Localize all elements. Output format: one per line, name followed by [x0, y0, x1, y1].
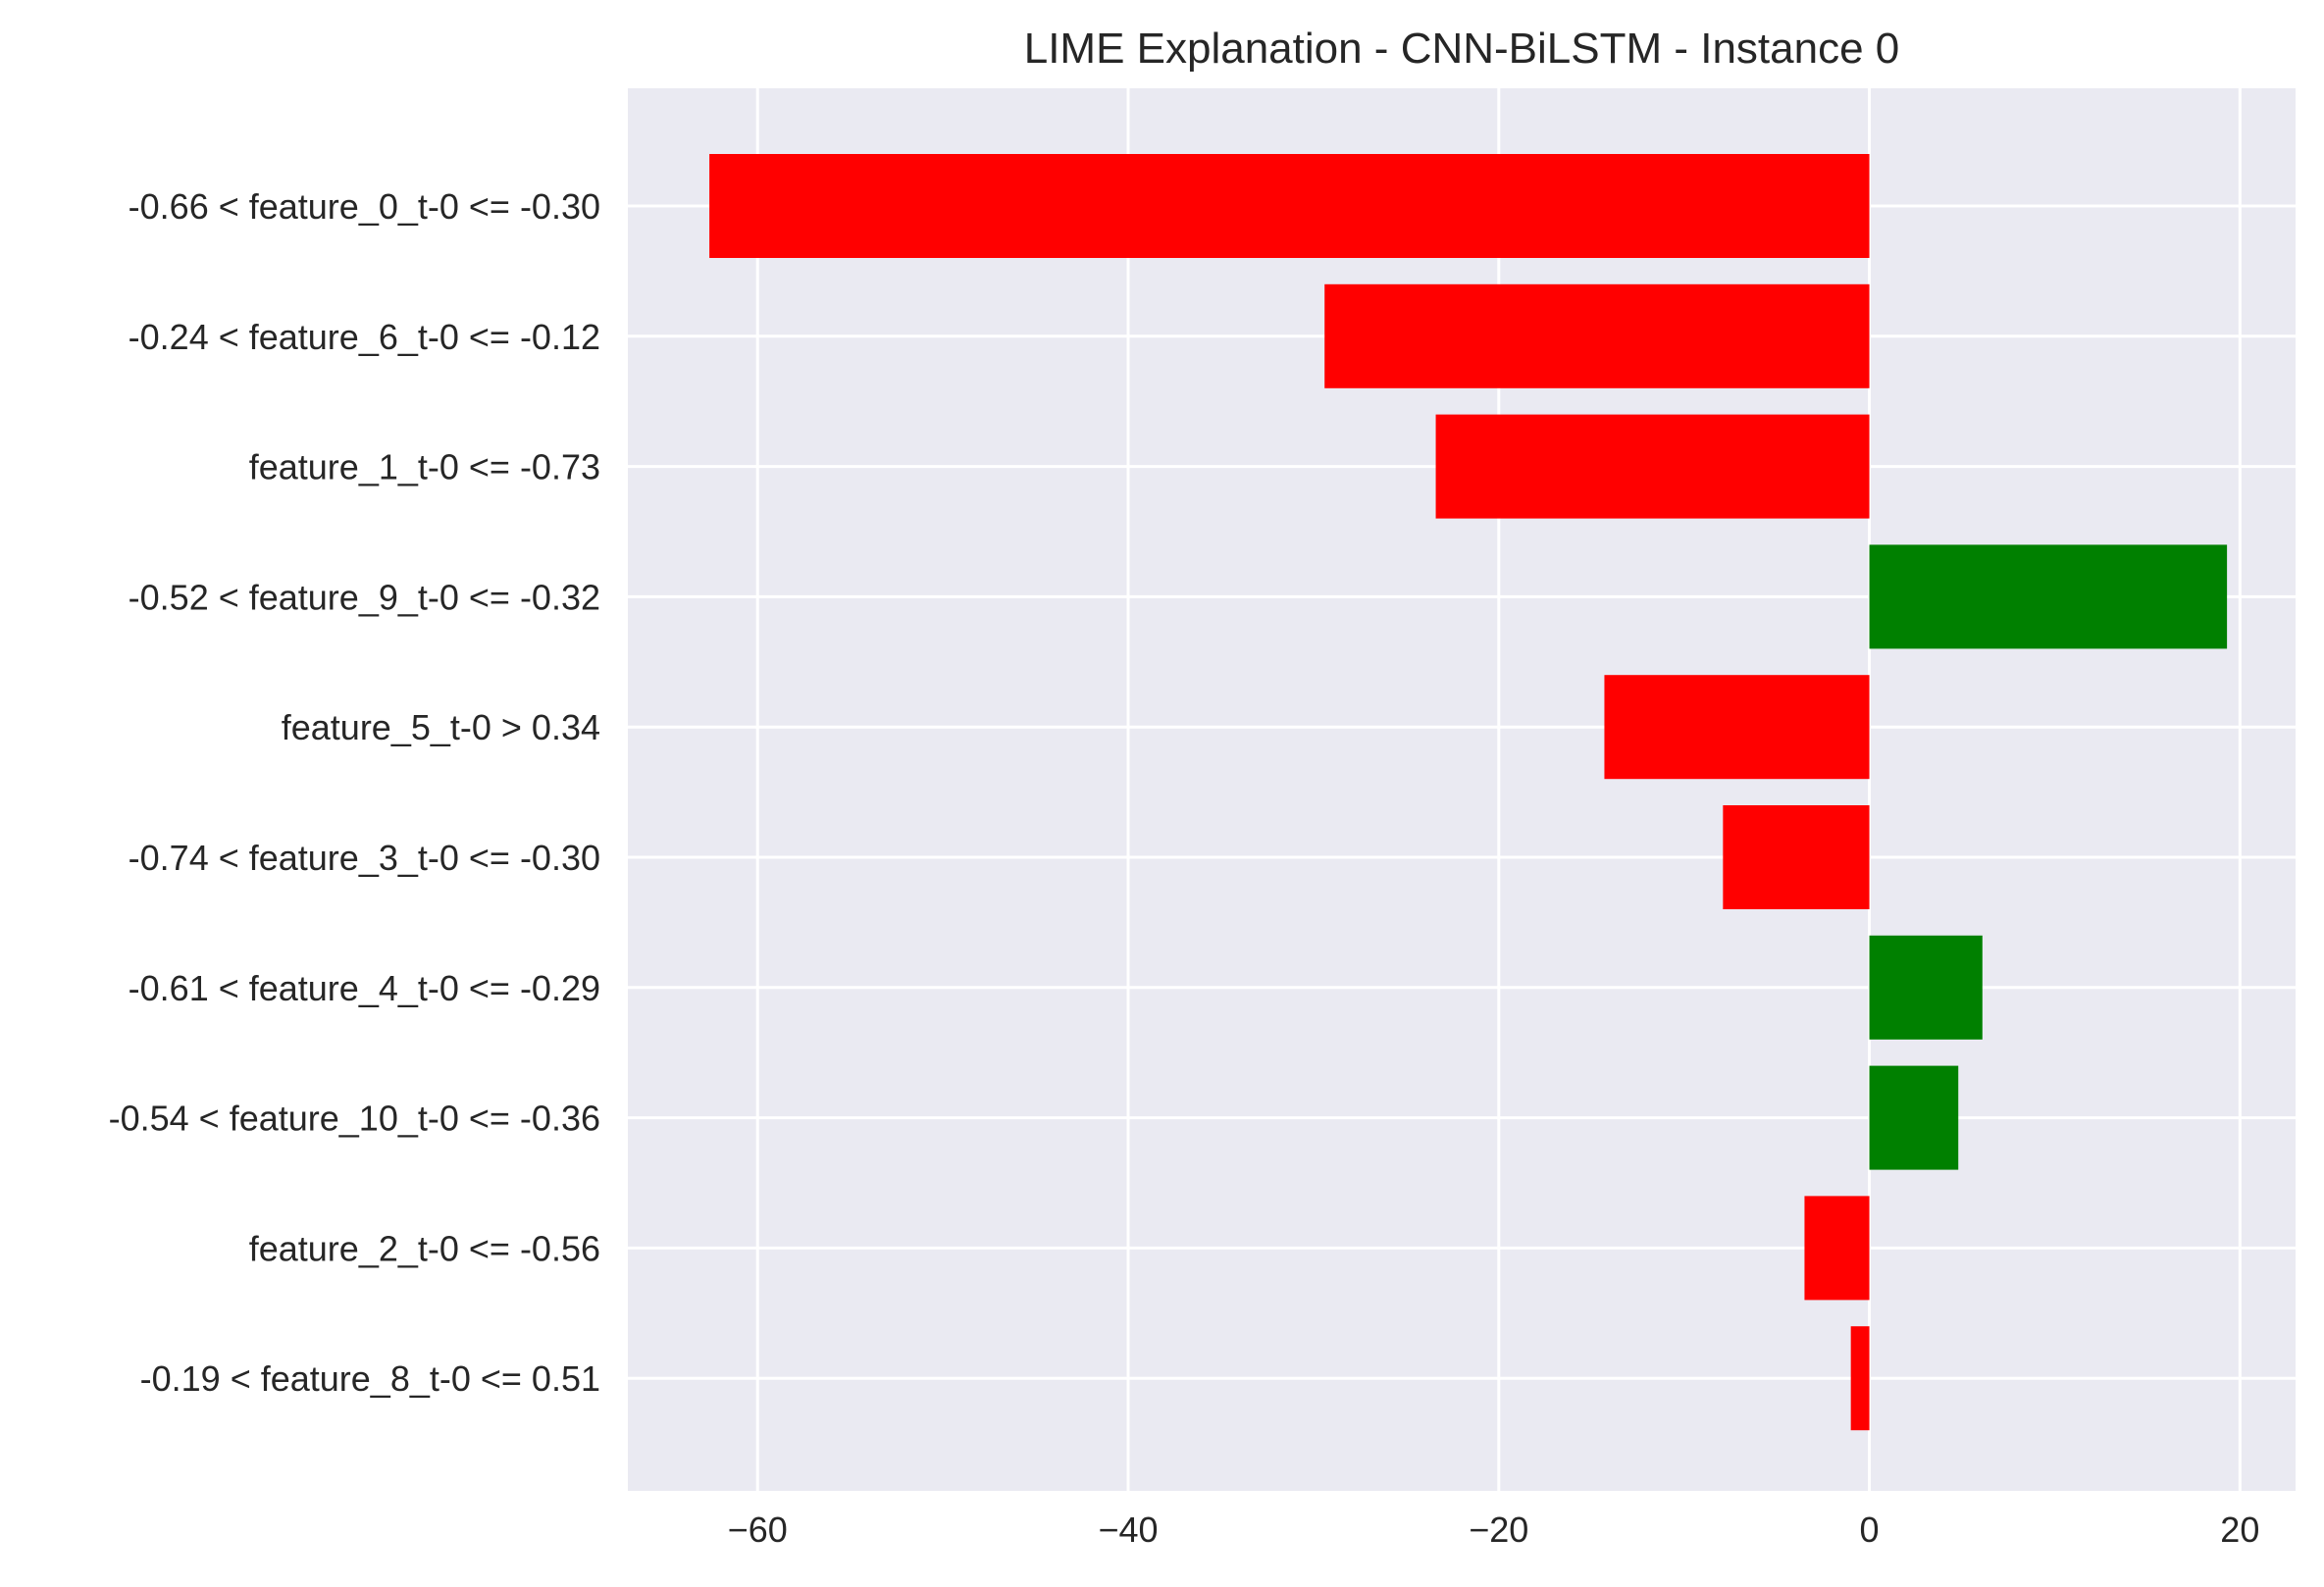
- bar: [1435, 414, 1870, 519]
- y-tick-label: -0.61 < feature_4_t-0 <= -0.29: [129, 968, 600, 1008]
- y-tick-label: -0.54 < feature_10_t-0 <= -0.36: [109, 1099, 600, 1139]
- bar: [1723, 805, 1870, 909]
- bar: [1604, 675, 1870, 780]
- bar: [1324, 283, 1870, 388]
- x-tick-label: 20: [2220, 1510, 2259, 1550]
- y-tick-labels: -0.66 < feature_0_t-0 <= -0.30 -0.24 < fe…: [109, 186, 600, 1399]
- chart-title: LIME Explanation - CNN-BiLSTM - Instance…: [1024, 25, 1900, 73]
- bar: [1804, 1196, 1870, 1301]
- bar: [1869, 935, 1983, 1040]
- y-tick-label: feature_1_t-0 <= -0.73: [249, 447, 600, 487]
- y-tick-label: -0.24 < feature_6_t-0 <= -0.12: [129, 317, 600, 357]
- y-tick-label: -0.19 < feature_8_t-0 <= 0.51: [140, 1358, 600, 1399]
- x-tick-label: −20: [1469, 1510, 1528, 1550]
- y-tick-label: -0.74 < feature_3_t-0 <= -0.30: [129, 838, 600, 878]
- x-tick-label: −40: [1098, 1510, 1158, 1550]
- y-tick-label: feature_2_t-0 <= -0.56: [249, 1228, 600, 1268]
- y-tick-label: feature_5_t-0 > 0.34: [282, 707, 600, 747]
- y-tick-label: -0.66 < feature_0_t-0 <= -0.30: [129, 186, 600, 227]
- x-tick-label: −60: [728, 1510, 788, 1550]
- bar: [1850, 1326, 1870, 1431]
- x-tick-label: 0: [1860, 1510, 1880, 1550]
- x-tick-labels: −60 −40 −20 0 20: [728, 1510, 2260, 1550]
- bar: [1869, 1065, 1959, 1170]
- bar: [1869, 544, 2228, 649]
- bar: [709, 154, 1870, 258]
- y-tick-label: -0.52 < feature_9_t-0 <= -0.32: [129, 577, 600, 617]
- bars: [709, 154, 2228, 1431]
